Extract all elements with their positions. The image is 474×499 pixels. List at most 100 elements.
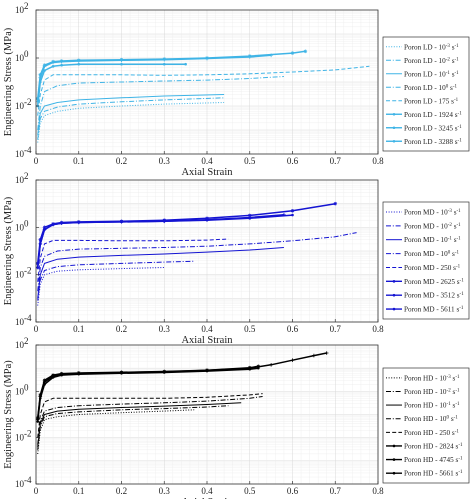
x-tick-label: 0.8	[372, 486, 384, 496]
series-marker	[312, 353, 316, 358]
series-marker	[77, 62, 81, 66]
x-tick-label: 0.2	[116, 324, 127, 334]
legend-entry-1: Poron LD - 10-3 s-1	[404, 43, 459, 51]
series-marker	[282, 212, 286, 217]
series-marker	[303, 49, 308, 54]
x-tick-label: 0.1	[73, 156, 84, 166]
legend-entry-5: Poron HD - 250 s-1	[404, 429, 459, 437]
series-line-8	[36, 202, 336, 264]
series-marker	[35, 265, 40, 270]
y-tick-exponent: -4	[24, 475, 32, 485]
series-marker	[247, 365, 252, 370]
legend-entry-7: Poron MD - 3512 s-1	[404, 292, 464, 300]
y-axis-label: Engineering Stress (MPa)	[3, 27, 14, 136]
series-group	[35, 201, 357, 306]
legend-entry-6: Poron HD - 2824 s-1	[404, 442, 463, 450]
series-line-3	[37, 402, 242, 447]
legend-box	[382, 367, 470, 484]
y-tick-exponent: 0	[24, 218, 29, 228]
series-line-5	[37, 65, 370, 116]
legend-entry-4: Poron HD - 100 s-1	[404, 415, 458, 423]
legend-entry-8: Poron HD - 5661 s-1	[404, 470, 463, 478]
x-tick-label: 0.1	[73, 324, 84, 334]
series-marker	[290, 208, 295, 213]
series-marker	[119, 57, 124, 62]
x-axis-label: Axial Strain	[181, 167, 233, 178]
x-tick-label: 0.6	[287, 486, 299, 496]
series-marker	[38, 72, 43, 77]
series-line-4	[37, 396, 263, 445]
grid	[35, 10, 379, 155]
x-tick-label: 0.7	[330, 324, 342, 334]
series-marker	[38, 237, 43, 242]
y-tick-exponent: 2	[24, 336, 29, 346]
legend-entry-7: Poron HD - 4745 s-1	[404, 456, 463, 464]
legend-entry-4: Poron MD - 100 s-1	[404, 250, 460, 258]
series-marker	[42, 225, 47, 230]
legend-box	[382, 36, 470, 152]
series-marker	[59, 59, 64, 63]
y-tick-label: 10	[15, 317, 25, 327]
series-marker	[162, 218, 167, 223]
series-marker	[205, 368, 209, 372]
series-marker	[51, 222, 55, 226]
y-tick-label: 10	[15, 386, 25, 396]
series-marker	[162, 62, 166, 66]
y-tick-label: 10	[15, 5, 25, 15]
series-marker	[76, 371, 81, 375]
legend-swatch-marker	[392, 458, 396, 461]
legend-entry-8: Poron MD - 5611 s-1	[404, 306, 464, 314]
legend-entry-2: Poron LD - 10-2 s-1	[404, 57, 459, 65]
series-line-1	[37, 267, 165, 306]
series-marker	[290, 358, 295, 363]
series-marker	[51, 65, 55, 68]
series-line-4	[37, 76, 284, 131]
series-marker	[162, 57, 167, 61]
series-line-1	[37, 102, 225, 143]
legend: Poron MD - 10-3 s-1 Poron MD - 10-2 s-1 Po…	[382, 201, 470, 320]
y-tick-exponent: 2	[24, 171, 29, 181]
series-marker	[269, 362, 273, 367]
y-tick-exponent: 2	[24, 1, 29, 11]
y-tick-exponent: -2	[24, 97, 32, 107]
y-tick-exponent: -2	[24, 266, 32, 276]
series-marker	[119, 219, 124, 224]
legend-entry-1: Poron MD - 10-3 s-1	[404, 208, 461, 216]
series-marker	[184, 62, 187, 66]
x-tick-label: 0.8	[372, 156, 384, 166]
series-marker	[76, 58, 81, 63]
legend-swatch-marker	[392, 293, 396, 297]
series-marker	[76, 220, 81, 224]
x-axis: 0 0.1 0.2 0.3 0.4 0.5 0.6 0.7 0.8	[34, 319, 384, 334]
legend-swatch-marker	[392, 444, 396, 448]
y-tick-exponent: 0	[24, 382, 29, 392]
series-marker	[38, 393, 43, 397]
series-line-3	[37, 94, 225, 136]
series-line-5	[37, 238, 229, 282]
legend-entry-7: Poron LD - 3245 s-1	[404, 124, 462, 132]
series-marker	[205, 56, 209, 60]
series-group	[35, 49, 370, 143]
series-marker	[59, 371, 64, 376]
x-tick-label: 0.6	[287, 156, 299, 166]
legend-swatch-marker	[392, 112, 396, 116]
y-axis-label: Engineering Stress (MPa)	[3, 196, 14, 305]
x-tick-label: 0.3	[159, 156, 171, 166]
legend-entry-2: Poron MD - 10-2 s-1	[404, 222, 461, 230]
y-tick-label: 10	[15, 222, 25, 232]
y-tick-exponent: -4	[24, 313, 32, 323]
series-line-4	[37, 232, 357, 292]
x-tick-label: 0.2	[116, 156, 127, 166]
legend-swatch-marker	[392, 307, 396, 311]
series-marker	[247, 213, 252, 218]
x-tick-label: 0.8	[372, 324, 384, 334]
x-tick-label: 0	[34, 324, 39, 334]
grid	[35, 180, 379, 323]
legend-swatch-marker	[392, 280, 396, 283]
y-tick-exponent: -2	[24, 429, 32, 439]
series-marker	[205, 216, 209, 221]
series-line-2	[37, 97, 225, 140]
